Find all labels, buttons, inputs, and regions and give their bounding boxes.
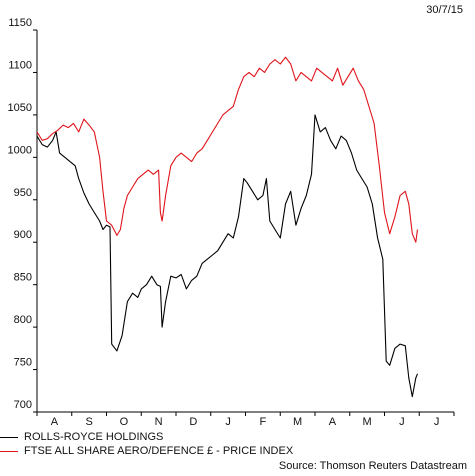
- x-tick-label: S: [85, 416, 92, 428]
- x-tick-label: D: [189, 416, 197, 428]
- y-tick-label: 900: [14, 229, 32, 241]
- legend-label-ftse: FTSE ALL SHARE AERO/DEFENCE £ - PRICE IN…: [24, 445, 294, 457]
- legend-swatch-ftse: [0, 450, 18, 452]
- x-tick-label: O: [120, 416, 129, 428]
- date-label: 30/7/15: [426, 4, 463, 16]
- y-tick-label: 950: [14, 187, 32, 199]
- series-line-rolls-royce: [36, 114, 419, 398]
- legend-swatch-rolls-royce: [0, 436, 18, 438]
- series-line-ftse-aero-defence: [36, 56, 419, 243]
- y-tick-label: 800: [14, 314, 32, 326]
- legend-label-rolls-royce: ROLLS-ROYCE HOLDINGS: [24, 431, 164, 443]
- x-tick-label: A: [51, 416, 59, 428]
- y-tick-label: 850: [14, 272, 32, 284]
- x-tick-label: A: [329, 416, 337, 428]
- x-tick-label: N: [155, 416, 163, 428]
- y-tick-label: 1150: [8, 17, 32, 29]
- y-tick-label: 1050: [8, 102, 32, 114]
- x-tick-label: J: [225, 416, 231, 428]
- x-tick-label: J: [434, 416, 440, 428]
- x-tick-label: J: [399, 416, 405, 428]
- x-tick-label: M: [363, 416, 372, 428]
- series-layer: [36, 56, 419, 398]
- x-tick-label: M: [293, 416, 302, 428]
- y-tick-label: 700: [14, 399, 32, 411]
- legend: ROLLS-ROYCE HOLDINGS FTSE ALL SHARE AERO…: [0, 430, 293, 458]
- y-tick-label: 750: [14, 357, 32, 369]
- source-label: Source: Thomson Reuters Datastream: [278, 460, 467, 472]
- legend-item-rolls-royce: ROLLS-ROYCE HOLDINGS: [0, 430, 293, 444]
- y-axis: 700 750 800 850 900 950 1000 1050 1100 1150: [8, 17, 38, 413]
- y-tick-label: 1100: [8, 59, 32, 71]
- legend-item-ftse: FTSE ALL SHARE AERO/DEFENCE £ - PRICE IN…: [0, 444, 293, 458]
- y-tick-label: 1000: [8, 144, 32, 156]
- x-tick-label: F: [260, 416, 267, 428]
